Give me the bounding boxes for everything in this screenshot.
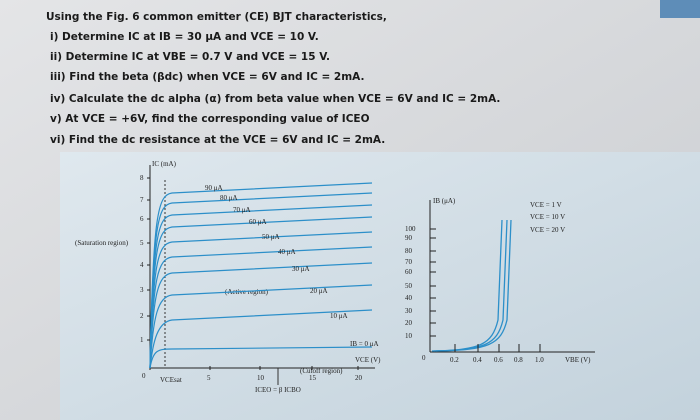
origin-label: 0 — [142, 372, 146, 380]
saturation-label: (Saturation region) — [75, 239, 129, 247]
curve-label: 90 μA — [205, 184, 223, 192]
question-items: i) Determine IC at IB = 30 μA and VCE = … — [50, 31, 500, 146]
curve-label: VCE = 1 V — [530, 201, 562, 209]
question-intro: Using the Fig. 6 common emitter (CE) BJT… — [46, 11, 387, 23]
y-tick-label: 6 — [140, 215, 144, 223]
y-tick-label: 30 — [405, 307, 413, 315]
y-axis-label: IB (μA) — [433, 197, 456, 205]
curve-label: 60 μA — [249, 218, 267, 226]
x-axis-label: VBE (V) — [565, 356, 591, 364]
x-tick-label: 10 — [257, 374, 265, 382]
corner-tab — [660, 0, 700, 18]
y-tick-label: 80 — [405, 247, 413, 255]
y-tick-label: 90 — [405, 234, 413, 242]
curve-label: 70 μA — [233, 206, 251, 214]
y-axis-label: IC (mA) — [152, 160, 177, 168]
y-tick-label: 100 — [405, 225, 416, 233]
question-item: vi) Find the dc resistance at the VCE = … — [50, 134, 385, 146]
x-tick-label: 0.8 — [514, 356, 523, 364]
x-tick-label: 0.6 — [494, 356, 503, 364]
question-item: i) Determine IC at IB = 30 μA and VCE = … — [50, 31, 319, 43]
x-tick-label: 1.0 — [535, 356, 544, 364]
curve-label: VCE = 10 V — [530, 213, 565, 221]
active-label: (Active region) — [225, 288, 269, 296]
y-tick-label: 3 — [140, 286, 144, 294]
x-axis-label: VCE (V) — [355, 356, 381, 364]
x-tick-label: 0.2 — [450, 356, 459, 364]
iceo-label: ICEO = β ICBO — [255, 386, 301, 394]
y-tick-label: 4 — [140, 261, 144, 269]
y-tick-label: 60 — [405, 268, 413, 276]
curve-label: 40 μA — [278, 248, 296, 256]
x-tick-label: 0.4 — [473, 356, 482, 364]
input-curve — [435, 219, 512, 352]
output-curve — [149, 284, 373, 369]
y-tick-label: 70 — [405, 258, 413, 266]
question-item: v) At VCE = +6V, find the corresponding … — [50, 113, 370, 125]
origin-label: 0 — [422, 354, 426, 362]
question-item: ii) Determine IC at VBE = 0.7 V and VCE … — [50, 51, 330, 63]
y-tick-label: 50 — [405, 282, 413, 290]
figure-panel — [60, 152, 700, 420]
vce-sat-label: VCEsat — [160, 376, 182, 384]
curve-label: 30 μA — [292, 265, 310, 273]
zero-curve-label: IB = 0 μA — [350, 340, 379, 348]
x-tick-label: 5 — [207, 374, 211, 382]
output-curve — [149, 309, 373, 369]
y-tick-label: 40 — [405, 294, 413, 302]
question-item: iii) Find the beta (βdc) when VCE = 6V a… — [50, 71, 365, 83]
output-curve — [149, 262, 373, 369]
curve-label: 50 μA — [262, 233, 280, 241]
question-item: iv) Calculate the dc alpha (α) from beta… — [50, 93, 500, 105]
x-tick-label: 15 — [309, 374, 317, 382]
y-tick-label: 10 — [405, 332, 413, 340]
x-tick-label: 20 — [355, 374, 363, 382]
y-tick-label: 1 — [140, 336, 144, 344]
curve-label: 10 μA — [330, 312, 348, 320]
y-tick-label: 20 — [405, 319, 413, 327]
output-curve — [149, 346, 373, 369]
y-tick-label: 7 — [140, 196, 144, 204]
curve-label: 20 μA — [310, 287, 328, 295]
y-tick-label: 8 — [140, 174, 144, 182]
y-tick-label: 5 — [140, 239, 144, 247]
curve-label: 80 μA — [220, 194, 238, 202]
left-figure: IC (mA) 0 VCE (V) IB = 0 μA (Saturation … — [75, 160, 381, 394]
cutoff-label: (Cutoff region) — [300, 367, 343, 375]
y-tick-label: 2 — [140, 312, 144, 320]
curve-label: VCE = 20 V — [530, 226, 565, 234]
